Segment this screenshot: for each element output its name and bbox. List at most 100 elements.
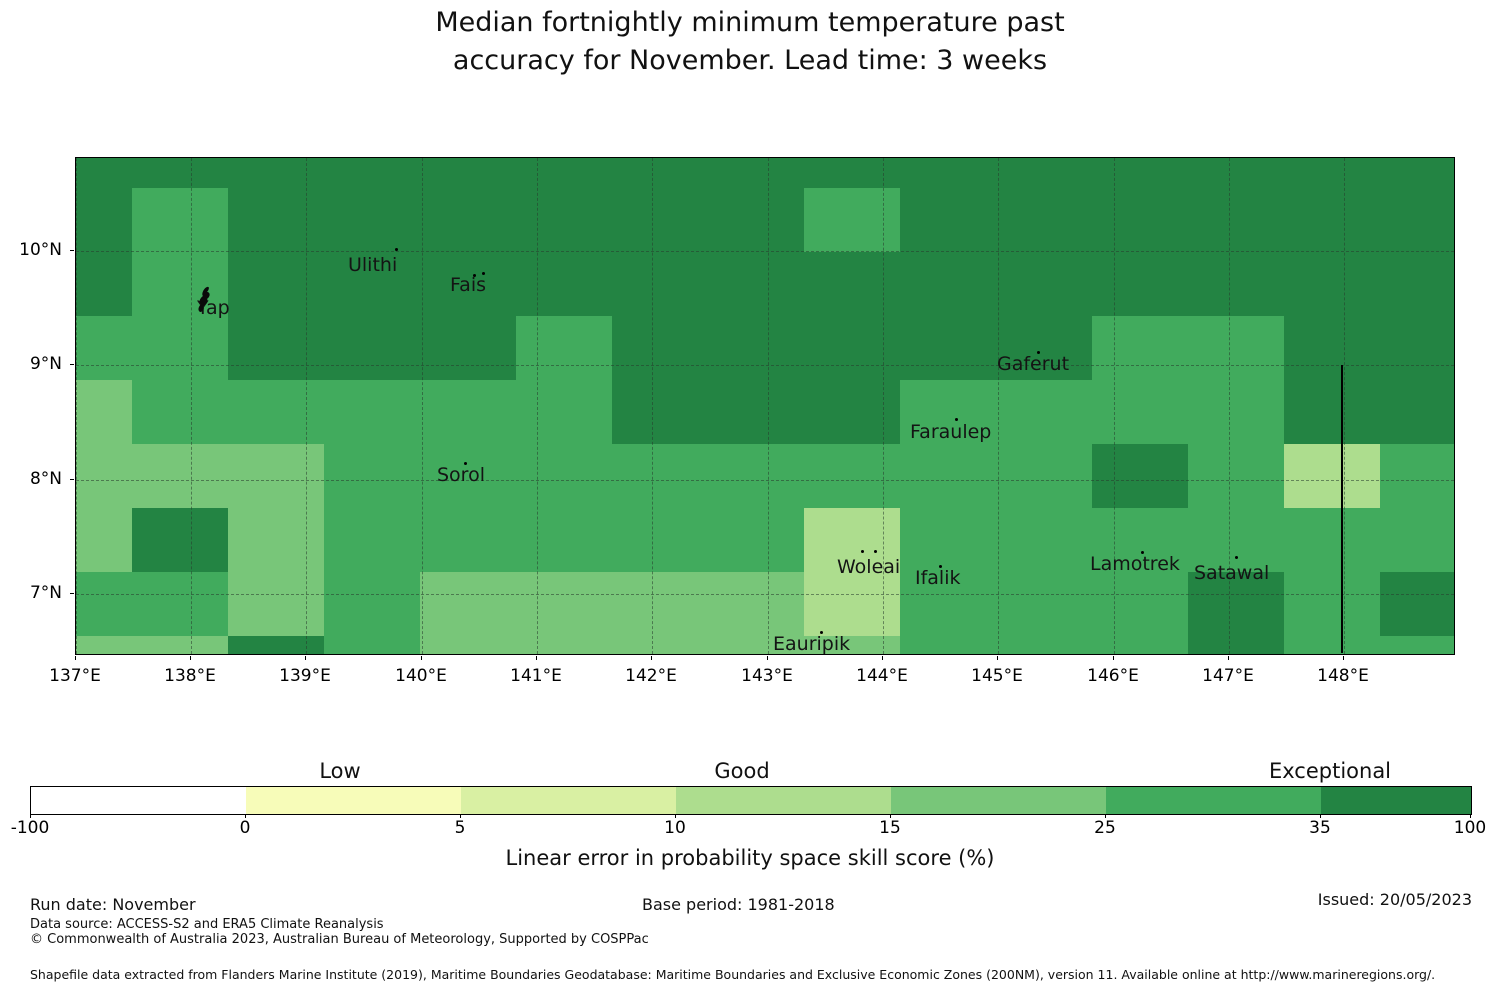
grid-cell	[516, 508, 612, 572]
grid-cell	[324, 252, 420, 316]
grid-cell	[516, 158, 612, 188]
island-marker-dot	[464, 462, 467, 465]
grid-cell	[1284, 252, 1380, 316]
island-label: Woleai	[837, 556, 901, 578]
grid-cell	[900, 188, 996, 252]
island-marker-dot	[955, 418, 958, 421]
grid-cell	[132, 158, 228, 188]
grid-cell	[420, 444, 516, 508]
grid-cell	[996, 252, 1092, 316]
colorbar-axis-label: Linear error in probability space skill …	[505, 846, 995, 870]
grid-cell	[132, 508, 228, 572]
grid-cell	[1380, 572, 1454, 636]
grid-cell	[1284, 316, 1380, 380]
grid-cell	[612, 316, 708, 380]
grid-cell	[228, 188, 324, 252]
grid-cell	[1188, 636, 1284, 654]
grid-cell	[1284, 572, 1380, 636]
x-axis-tick-mark	[767, 656, 768, 660]
grid-cell	[132, 636, 228, 654]
y-axis-tick-mark	[70, 593, 74, 594]
y-axis-tick-mark	[70, 364, 74, 365]
colorbar-tick-label: 15	[879, 818, 901, 838]
grid-cell	[324, 508, 420, 572]
grid-cell	[612, 158, 708, 188]
y-axis-tick-mark	[70, 250, 74, 251]
grid-cell	[996, 508, 1092, 572]
grid-cell	[1092, 380, 1188, 444]
x-axis-tick-label: 141°E	[510, 666, 562, 686]
colorbar-tick-label: 25	[1094, 818, 1116, 838]
grid-cell	[708, 380, 804, 444]
grid-cell	[132, 252, 228, 316]
island-label: Gaferut	[997, 353, 1070, 375]
x-axis-tick-label: 145°E	[971, 666, 1023, 686]
grid-cell	[420, 572, 516, 636]
grid-cell	[76, 252, 132, 316]
grid-cell	[76, 572, 132, 636]
grid-cell	[132, 188, 228, 252]
grid-cell	[996, 158, 1092, 188]
island-label: Eauripik	[773, 633, 851, 655]
island-marker-dot	[395, 248, 398, 251]
colorbar	[30, 786, 1472, 815]
colorbar-segment	[31, 787, 246, 814]
grid-cell	[804, 636, 900, 654]
island-label: Sorol	[437, 464, 485, 486]
x-axis-tick-mark	[997, 656, 998, 660]
grid-cell	[1284, 508, 1380, 572]
longitude-gridline	[76, 158, 77, 654]
grid-cell	[132, 444, 228, 508]
x-axis-tick-label: 143°E	[741, 666, 793, 686]
grid-cell	[708, 316, 804, 380]
grid-cell	[228, 636, 324, 654]
colorbar-segment	[461, 787, 676, 814]
run-date-text: Run date: November	[30, 895, 196, 914]
grid-cell	[324, 188, 420, 252]
grid-cell	[228, 252, 324, 316]
x-axis-tick-mark	[882, 656, 883, 660]
grid-cell	[708, 188, 804, 252]
grid-cell	[1092, 508, 1188, 572]
grid-cell	[900, 316, 996, 380]
colorbar-segment	[891, 787, 1106, 814]
yap-island-shape	[194, 285, 218, 319]
grid-cell	[228, 380, 324, 444]
grid-cell	[1284, 636, 1380, 654]
grid-cell	[516, 252, 612, 316]
colorbar-tick-label: -100	[10, 818, 50, 838]
grid-cell	[324, 636, 420, 654]
grid-cell	[804, 572, 900, 636]
longitude-gridline	[998, 158, 999, 654]
colorbar-category-label: Low	[319, 759, 361, 783]
latitude-gridline	[76, 480, 1454, 481]
grid-cell	[996, 316, 1092, 380]
grid-cell	[420, 508, 516, 572]
grid-cell	[228, 572, 324, 636]
grid-cell	[1188, 572, 1284, 636]
colorbar-tick-mark	[30, 814, 31, 818]
grid-cell	[1284, 188, 1380, 252]
grid-cell	[900, 572, 996, 636]
copyright-text: © Commonwealth of Australia 2023, Austra…	[30, 932, 649, 947]
grid-cell	[804, 158, 900, 188]
grid-cell	[324, 444, 420, 508]
island-marker-dot	[874, 550, 877, 553]
grid-cell	[708, 508, 804, 572]
latitude-gridline	[76, 365, 1454, 366]
grid-cell	[1188, 508, 1284, 572]
grid-cell	[132, 572, 228, 636]
grid-cell	[996, 444, 1092, 508]
grid-cell	[1284, 380, 1380, 444]
grid-cell	[900, 636, 996, 654]
grid-cell	[1092, 444, 1188, 508]
grid-cell	[516, 636, 612, 654]
grid-cell	[612, 636, 708, 654]
colorbar-segment	[1106, 787, 1321, 814]
longitude-gridline	[1344, 158, 1345, 654]
island-label: Satawal	[1194, 562, 1270, 584]
island-label: Ifalik	[915, 567, 961, 589]
grid-cell	[76, 508, 132, 572]
grid-cell	[1284, 444, 1380, 508]
